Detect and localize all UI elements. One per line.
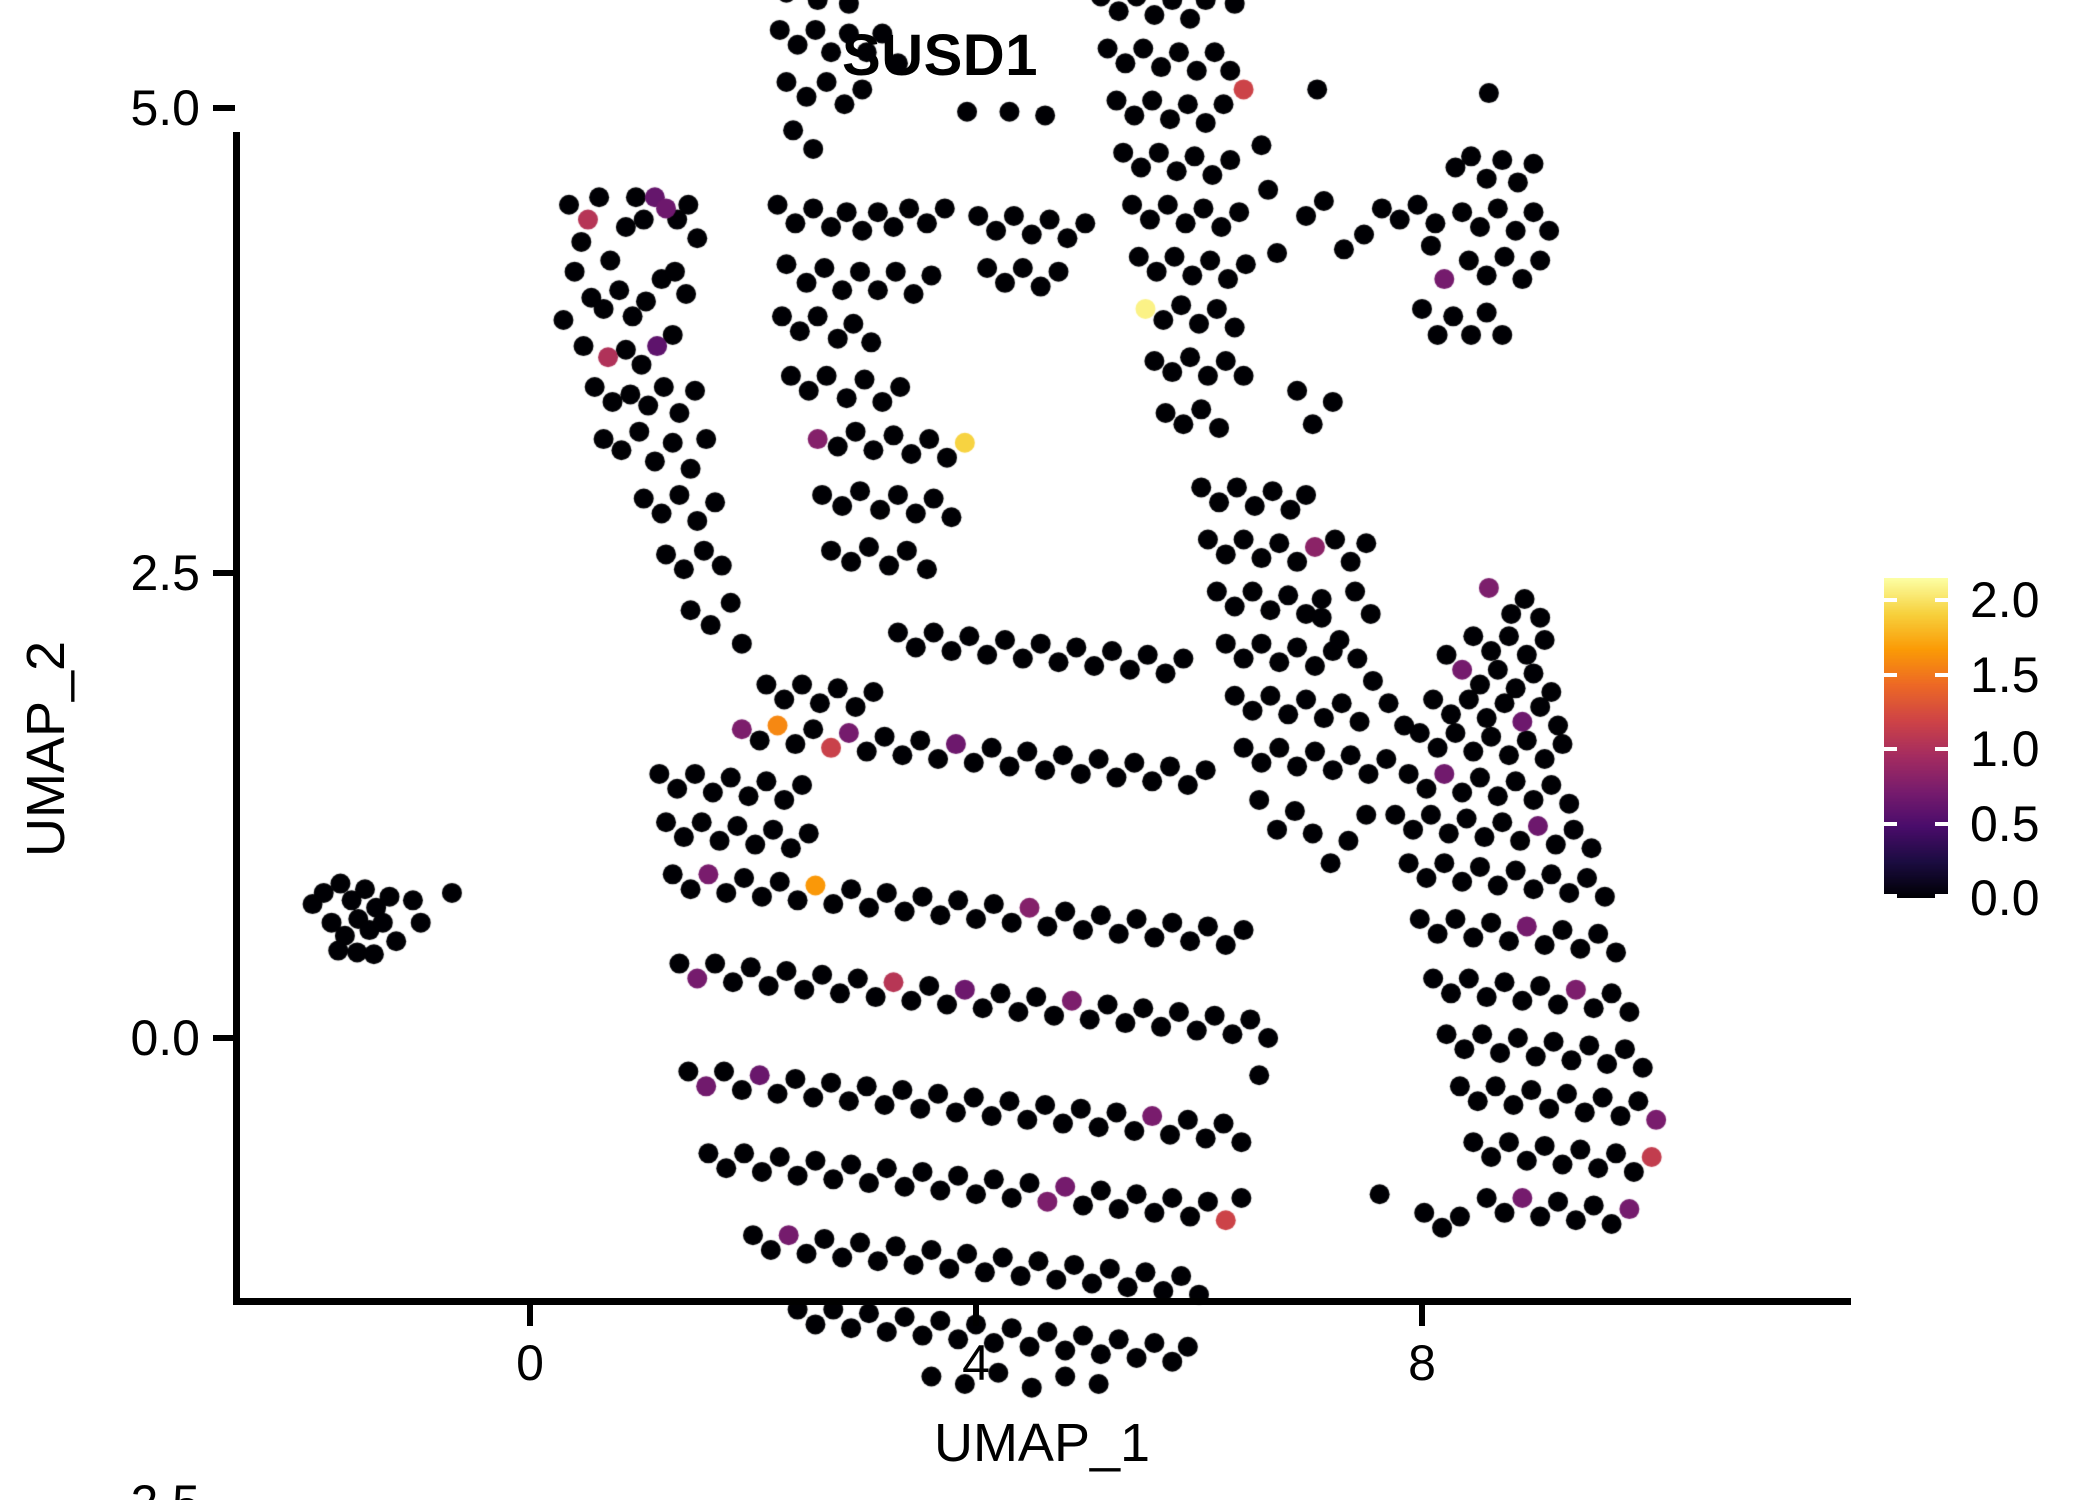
colorbar-tick-label: 0.5: [1970, 795, 2040, 852]
colorbar-tick-mark: [1884, 821, 1897, 826]
x-axis-line: [233, 1298, 1851, 1305]
y-axis-title: UMAP_2: [16, 640, 76, 858]
colorbar-tick-mark: [1935, 747, 1948, 752]
colorbar-tick-mark: [1935, 672, 1948, 677]
colorbar-tick-mark: [1884, 894, 1897, 898]
y-tick-label: 5.0: [130, 80, 200, 136]
y-tick-mark: [213, 570, 235, 576]
y-tick-label: -2.5: [114, 1474, 200, 1500]
x-tick-mark: [527, 1304, 533, 1326]
y-tick-label: 0.0: [130, 1010, 200, 1066]
x-tick-label: 0: [516, 1335, 544, 1391]
y-tick-mark: [213, 1035, 235, 1041]
colorbar-tick-label: 1.5: [1970, 646, 2040, 703]
x-tick-mark: [1419, 1304, 1425, 1326]
y-tick-mark: [213, 105, 235, 111]
colorbar-tick-label: 1.0: [1970, 721, 2040, 778]
colorbar-tick-mark: [1935, 598, 1948, 603]
y-axis-line: [233, 132, 240, 1304]
x-tick-label: 8: [1408, 1335, 1436, 1391]
x-axis-title: UMAP_1: [933, 1413, 1151, 1473]
colorbar-tick-mark: [1884, 672, 1897, 677]
x-tick-mark: [973, 1304, 979, 1326]
x-tick-label: 4: [962, 1335, 990, 1391]
colorbar-tick-mark: [1884, 747, 1897, 752]
colorbar-gradient: [1884, 578, 1948, 898]
colorbar-tick-mark: [1935, 894, 1948, 898]
colorbar-tick-label: 0.0: [1970, 870, 2040, 926]
colorbar-tick-mark: [1935, 821, 1948, 826]
y-tick-label: 2.5: [130, 545, 200, 601]
colorbar-tick-mark: [1884, 598, 1897, 603]
colorbar-tick-label: 2.0: [1970, 572, 2040, 629]
